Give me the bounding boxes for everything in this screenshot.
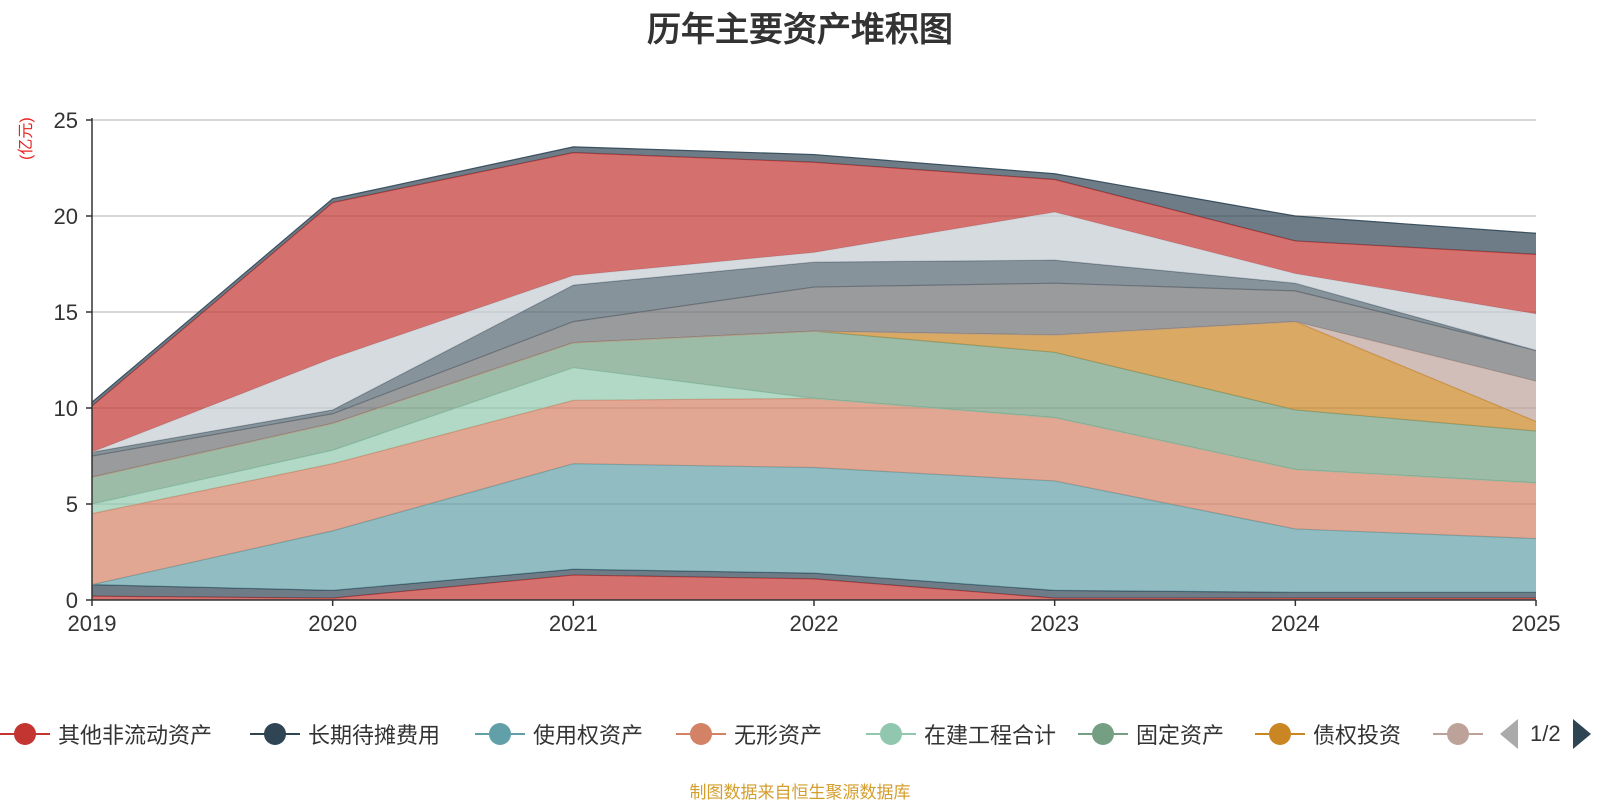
legend-page-indicator: 1/2 [1530,721,1561,746]
legend: 其他非流动资产 长期待摊费用 使用权资产 无形资产 在建工程合计 固定资产 债权投资 1/2 [0,716,1600,752]
area-series [91,146,1537,600]
legend-label: 在建工程合计 [924,723,1057,748]
legend-prev-page-icon[interactable] [1500,719,1518,749]
legend-pager: 1/2 [1500,716,1591,752]
y-tick-label: 15 [54,300,78,325]
chart-title: 历年主要资产堆积图 [647,11,953,49]
x-tick-label: 2020 [308,611,357,636]
legend-marker-icon [676,716,726,752]
data-source-note: 制图数据来自恒生聚源数据库 [689,783,911,802]
area-series-10[interactable] [92,212,1536,453]
y-tick-label: 25 [54,108,78,133]
area-series-6[interactable] [92,321,1536,478]
legend-item[interactable]: 长期待摊费用 [250,716,440,752]
y-tick-label: 5 [66,492,78,517]
legend-item[interactable]: 在建工程合计 [866,716,1056,752]
legend-marker-icon [1078,716,1128,752]
area-series-1[interactable] [92,569,1536,599]
legend-item[interactable]: 无形资产 [676,716,822,752]
legend-label: 使用权资产 [533,723,644,748]
x-tick-label: 2025 [1512,611,1561,636]
legend-marker-icon [250,716,300,752]
legend-marker-icon [1433,716,1483,752]
x-tick-label: 2021 [549,611,598,636]
area-series-line-12 [91,146,1537,403]
area-series-2[interactable] [92,463,1536,593]
legend-marker-icon [1255,716,1305,752]
x-tick-label: 2024 [1271,611,1320,636]
legend-marker-icon [0,716,50,752]
legend-item[interactable]: 其他非流动资产 [0,716,212,752]
legend-marker-icon [475,716,525,752]
legend-item[interactable]: 债权投资 [1255,716,1401,752]
legend-label: 债权投资 [1313,723,1402,748]
area-series-8[interactable] [92,283,1536,478]
y-tick-label: 10 [54,396,78,421]
legend-label: 无形资产 [734,723,823,748]
legend-label: 其他非流动资产 [58,723,213,748]
legend-label: 长期待摊费用 [308,723,441,748]
legend-label: 固定资产 [1136,723,1225,748]
legend-item[interactable] [1433,716,1491,752]
x-tick-label: 2019 [68,611,117,636]
legend-item[interactable]: 固定资产 [1078,716,1224,752]
area-series-4[interactable] [92,367,1536,514]
y-tick-label: 0 [66,588,78,613]
x-tick-label: 2023 [1030,611,1079,636]
legend-next-page-icon[interactable] [1572,719,1591,749]
area-series-0[interactable] [92,575,1536,600]
legend-marker-icon [866,716,916,752]
legend-item[interactable]: 使用权资产 [475,716,643,752]
area-series-11[interactable] [92,152,1536,453]
x-tick-label: 2022 [790,611,839,636]
area-series-5[interactable] [92,331,1536,504]
area-series-3[interactable] [92,398,1536,585]
y-tick-label: 20 [54,204,78,229]
